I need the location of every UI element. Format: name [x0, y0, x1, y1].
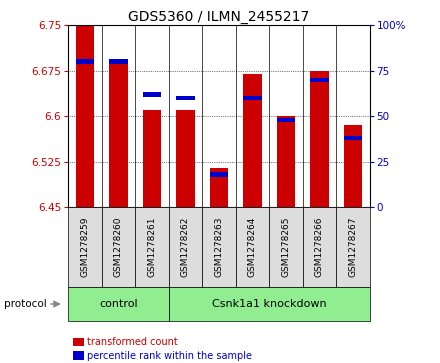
Title: GDS5360 / ILMN_2455217: GDS5360 / ILMN_2455217 [128, 11, 309, 24]
Bar [109, 62, 128, 207]
Bar [109, 60, 128, 64]
Bar [76, 60, 94, 64]
Bar [303, 207, 336, 287]
Text: GSM1278263: GSM1278263 [214, 217, 224, 277]
Bar [176, 110, 194, 207]
Bar [310, 71, 329, 207]
Text: GSM1278267: GSM1278267 [348, 217, 357, 277]
Text: GSM1278266: GSM1278266 [315, 217, 324, 277]
Bar [135, 207, 169, 287]
Bar [102, 207, 135, 287]
Bar [143, 110, 161, 207]
Bar [143, 92, 161, 97]
Bar [336, 207, 370, 287]
Text: GSM1278264: GSM1278264 [248, 217, 257, 277]
Text: GSM1278260: GSM1278260 [114, 217, 123, 277]
Bar [68, 287, 169, 321]
Bar [210, 172, 228, 176]
Bar [202, 207, 236, 287]
Bar [169, 287, 370, 321]
Bar [210, 168, 228, 207]
Bar [269, 207, 303, 287]
Bar [169, 207, 202, 287]
Text: GSM1278261: GSM1278261 [147, 217, 157, 277]
Bar [243, 96, 262, 100]
Text: GSM1278265: GSM1278265 [281, 217, 290, 277]
Text: transformed count: transformed count [87, 337, 177, 347]
Bar [236, 207, 269, 287]
Text: GSM1278262: GSM1278262 [181, 217, 190, 277]
Text: GSM1278259: GSM1278259 [81, 217, 89, 277]
Bar [277, 116, 295, 207]
Bar [68, 207, 102, 287]
Text: Csnk1a1 knockdown: Csnk1a1 knockdown [212, 299, 326, 309]
Bar [277, 118, 295, 122]
Text: protocol: protocol [4, 299, 47, 309]
Text: percentile rank within the sample: percentile rank within the sample [87, 351, 252, 361]
Text: control: control [99, 299, 138, 309]
Bar [344, 136, 362, 140]
Bar [176, 96, 194, 100]
Bar [76, 25, 94, 207]
Bar [243, 74, 262, 207]
Bar [310, 78, 329, 82]
Bar [344, 125, 362, 207]
